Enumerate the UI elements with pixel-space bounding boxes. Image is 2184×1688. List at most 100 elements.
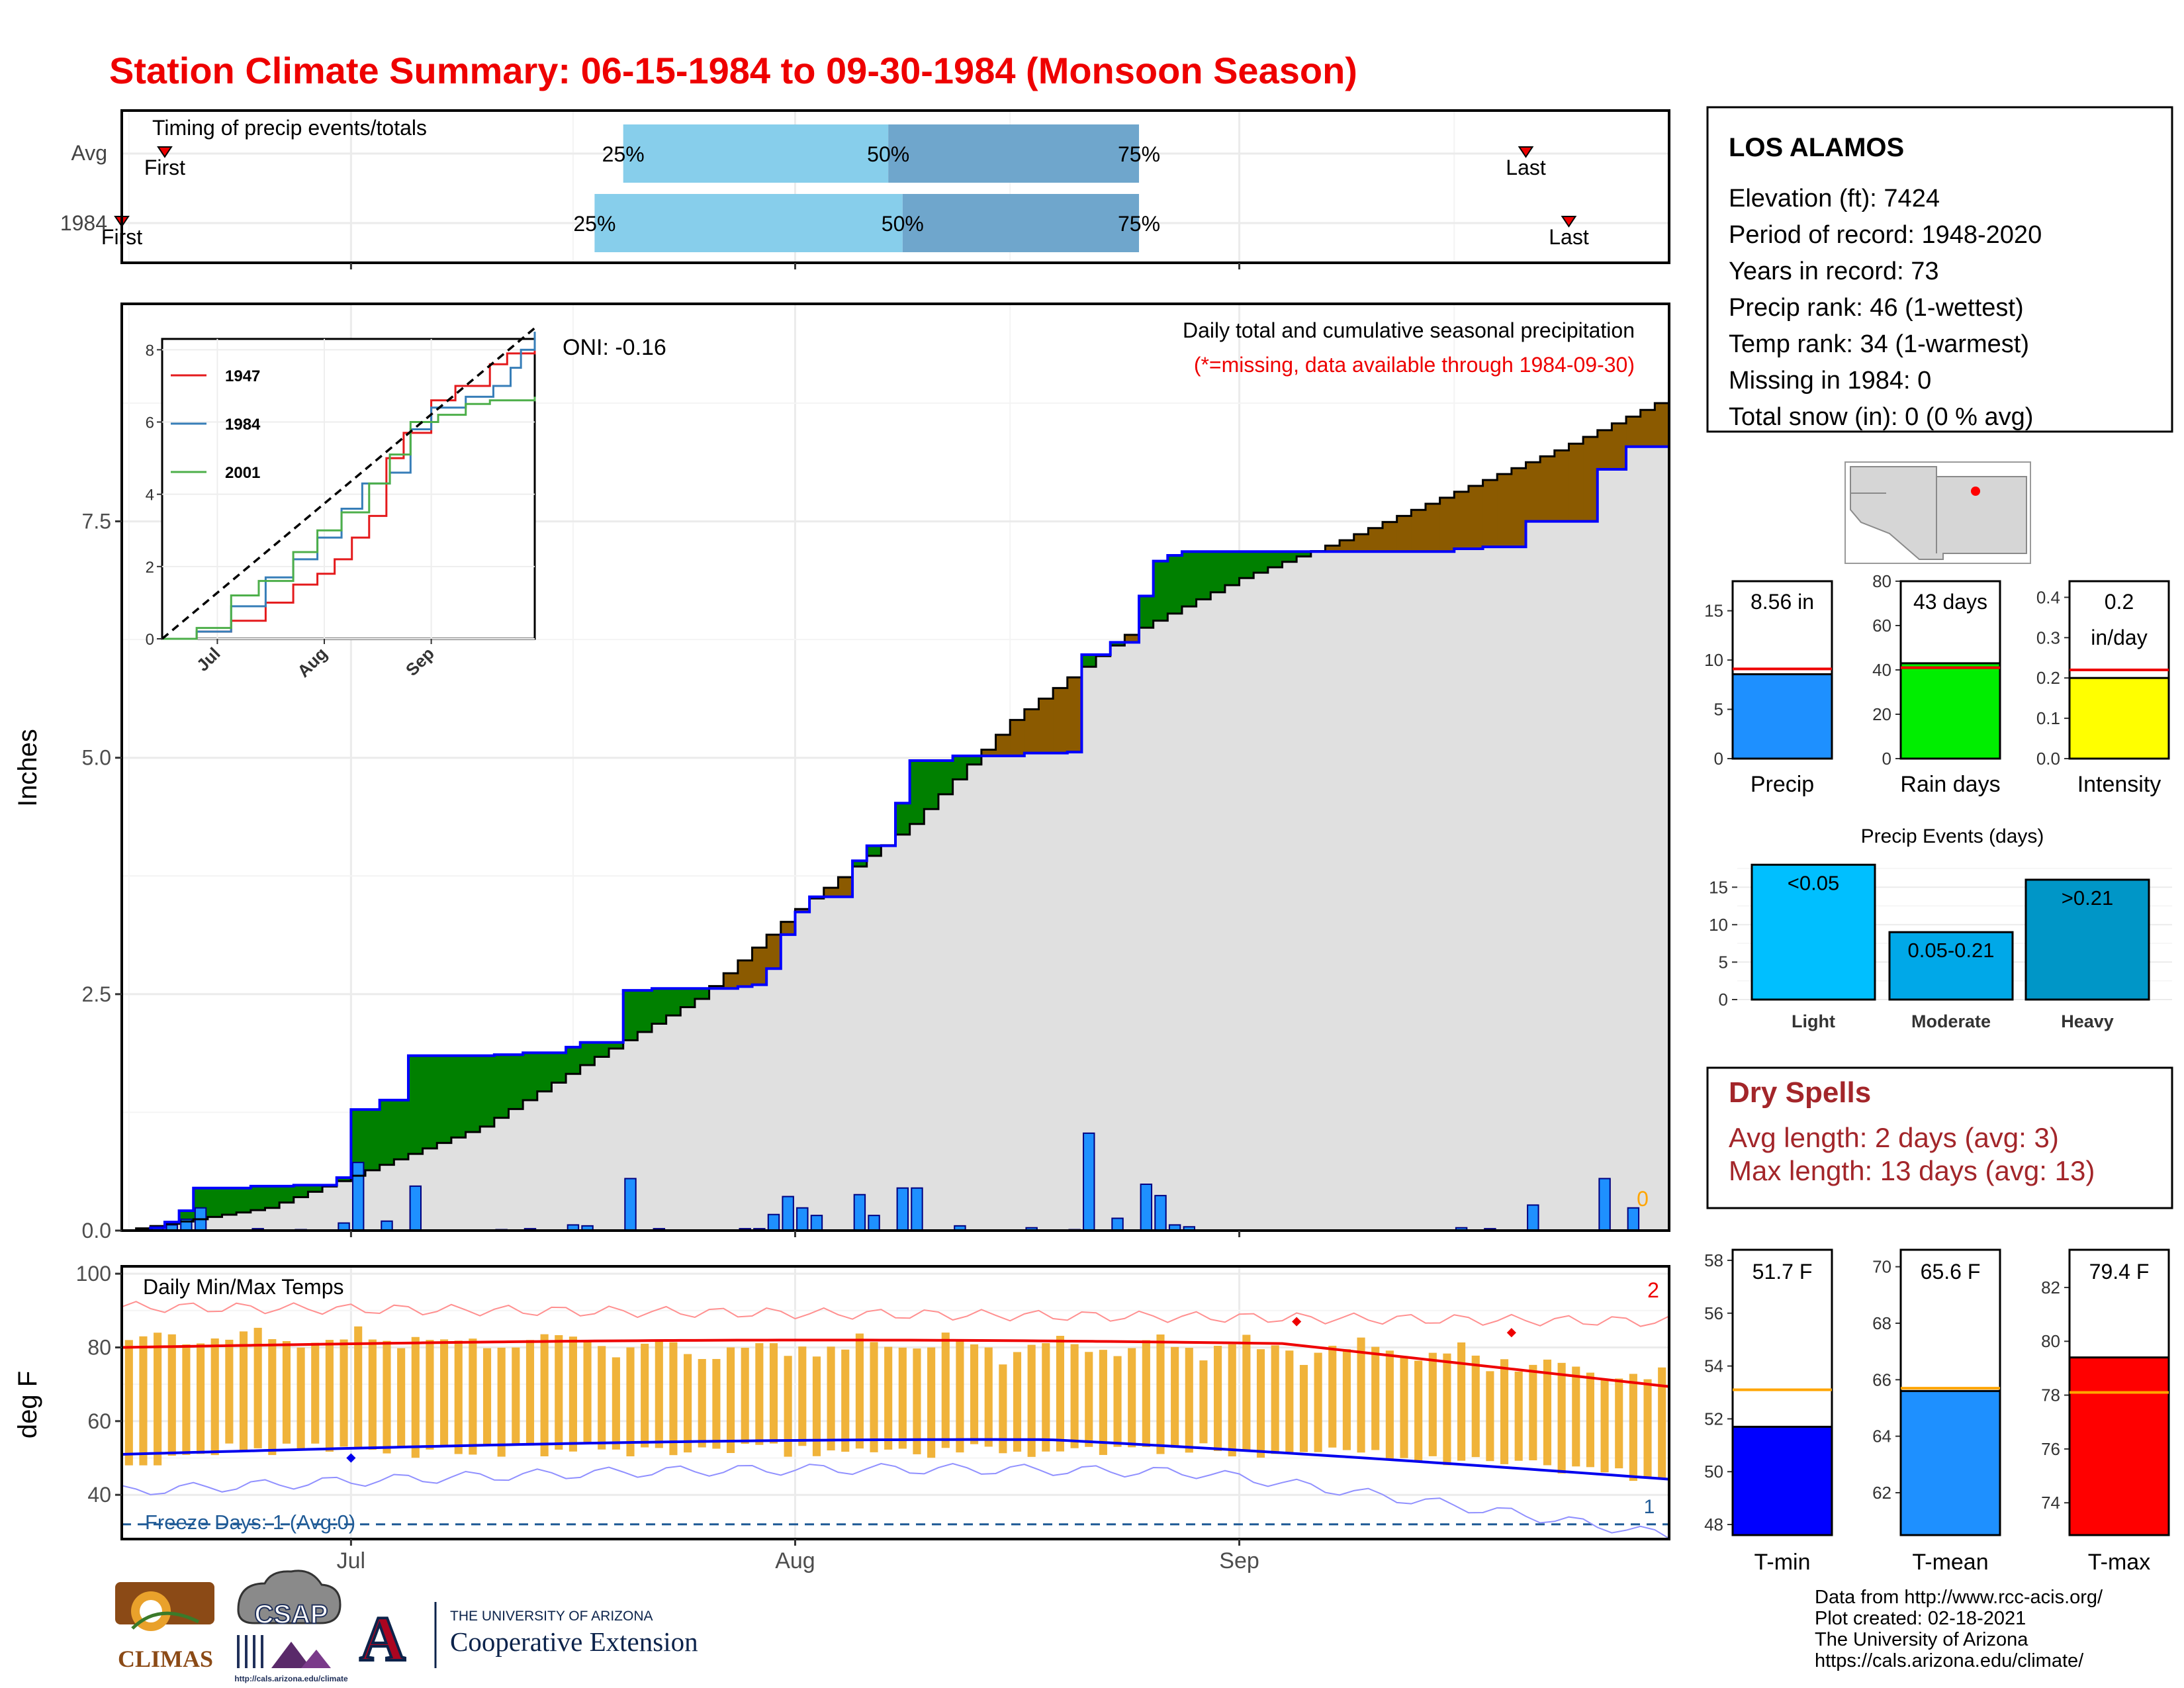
above-average-fill (924, 761, 939, 810)
above-average-fill (437, 1055, 452, 1143)
daily-temp-range (784, 1356, 792, 1457)
summary-ytick-label: 0.3 (2036, 628, 2060, 647)
record-low-line (121, 1463, 1670, 1539)
daily-precip-bar (810, 1215, 823, 1231)
credits: Data from http://www.rcc-acis.org/ Plot … (1815, 1587, 2103, 1671)
daily-precip-bar (381, 1220, 393, 1231)
above-average-fill (1210, 551, 1226, 592)
inset-legend-label: 1984 (225, 416, 261, 434)
state-outlines (1850, 466, 2027, 560)
summary-ytick-label: 0.4 (2036, 587, 2060, 607)
climas-logo: CLIMAS (115, 1582, 214, 1672)
ua-logo-line1: THE UNIVERSITY OF ARIZONA (450, 1609, 653, 1624)
summary-bar (1899, 662, 2001, 760)
below-average-fill (766, 935, 782, 969)
inset-ytick-label: 6 (146, 414, 154, 432)
daily-temp-range (482, 1348, 492, 1446)
daily-precip-bar (1527, 1204, 1539, 1232)
precip-missing-caption: (*=missing, data available through 1984-… (1194, 353, 1635, 377)
summary-ytick-label: 5 (1714, 700, 1723, 720)
daily-temp-range (741, 1347, 749, 1444)
below-average-fill (1411, 510, 1426, 552)
events-bar (1888, 931, 2014, 1001)
station-detail-line: Precip rank: 46 (1-wettest) (1729, 294, 2024, 322)
temp-y-axis-label: deg F (13, 1371, 42, 1438)
inset-ytick-label: 2 (146, 559, 154, 577)
daily-temp-range (884, 1346, 893, 1450)
above-average-fill (852, 861, 868, 867)
daily-temp-range (1042, 1342, 1050, 1452)
temp-ytick-label: 60 (87, 1409, 111, 1433)
station-details: Elevation (ft): 7424 Period of record: 19… (1729, 185, 2042, 431)
above-average-fill (336, 1178, 351, 1182)
daily-temp-range (268, 1339, 277, 1456)
temp-xtick-label: Sep (1219, 1548, 1259, 1573)
above-average-fill (494, 1055, 510, 1118)
above-average-fill (207, 1188, 223, 1217)
temp-summary-label: T-max (2088, 1550, 2150, 1575)
temp-summary-ytick-label: 74 (2041, 1493, 2060, 1513)
events-bar (2025, 878, 2150, 1001)
daily-temp-range (812, 1356, 821, 1456)
precip-ytick-label: 5.0 (82, 746, 111, 770)
daily-temp-range (1056, 1335, 1065, 1452)
below-average-fill (1038, 698, 1054, 753)
events-ytick-label: 10 (1709, 915, 1728, 935)
daily-temp-range (1471, 1355, 1480, 1458)
precip-events-title: Precip Events (days) (1861, 825, 2044, 847)
summary-ytick-label: 0 (1714, 749, 1723, 769)
timing-bar-q50-q75 (888, 124, 1140, 183)
daily-temp-range (1142, 1340, 1150, 1447)
daily-temp-range (1271, 1345, 1279, 1454)
daily-temp-range (1199, 1360, 1208, 1444)
daily-temp-range (841, 1349, 850, 1452)
temp-summary-ytick-label: 52 (1704, 1409, 1723, 1429)
below-average-fill (1439, 497, 1455, 552)
below-average-fill (1368, 528, 1383, 552)
daily-temp-range (1486, 1371, 1494, 1462)
timing-left-cover (0, 183, 122, 263)
credit-line-1: Data from http://www.rcc-acis.org/ (1815, 1587, 2103, 1608)
first-event-label: First (144, 156, 185, 179)
below-average-fill (1525, 462, 1541, 522)
daily-temp-range (383, 1340, 391, 1454)
precip-xticks (349, 1231, 1241, 1237)
below-average-fill (1067, 677, 1083, 753)
above-average-fill (566, 1047, 581, 1074)
temp-summary-ytick-label: 76 (2041, 1439, 2060, 1459)
above-average-fill (651, 988, 667, 1024)
dry-spells-title: Dry Spells (1729, 1076, 1871, 1109)
temp-summary-ytick-label: 56 (1704, 1303, 1723, 1323)
above-average-fill (222, 1188, 237, 1215)
ua-logo-letter: A (359, 1603, 405, 1674)
above-average-fill (1153, 561, 1168, 621)
last-event-label: Last (1549, 225, 1589, 249)
below-average-fill (1640, 410, 1655, 447)
above-average-fill (365, 1109, 381, 1170)
daily-temp-range (755, 1343, 764, 1445)
events-ytick-label: 15 (1709, 877, 1728, 897)
average-low-line (121, 1438, 1670, 1481)
daily-temp-range (325, 1340, 334, 1452)
daily-precip-bar (1598, 1178, 1611, 1232)
temp-summary-ytick-label: 82 (2041, 1278, 2060, 1297)
above-average-fill (1110, 642, 1125, 646)
summary-bar (2068, 677, 2170, 760)
station-location-marker (1971, 487, 1980, 496)
below-average-fill (1325, 545, 1340, 552)
summary-ytick-label: 10 (1704, 650, 1723, 670)
timing-q25-label: 25% (573, 212, 615, 236)
daily-temp-range (1013, 1352, 1022, 1452)
daily-temp-range (340, 1339, 348, 1447)
above-average-fill (1181, 551, 1197, 607)
temp-xtick-label: Aug (775, 1548, 815, 1573)
daily-precip-bar (868, 1215, 880, 1231)
daily-temp-range (1299, 1364, 1308, 1452)
above-average-fill (265, 1186, 280, 1208)
daily-precip-bar (1140, 1184, 1153, 1231)
below-average-fill (1353, 534, 1369, 552)
summary-ytick-label: 15 (1704, 601, 1723, 621)
daily-temp-range (1400, 1356, 1408, 1458)
above-average-fill (379, 1100, 394, 1165)
